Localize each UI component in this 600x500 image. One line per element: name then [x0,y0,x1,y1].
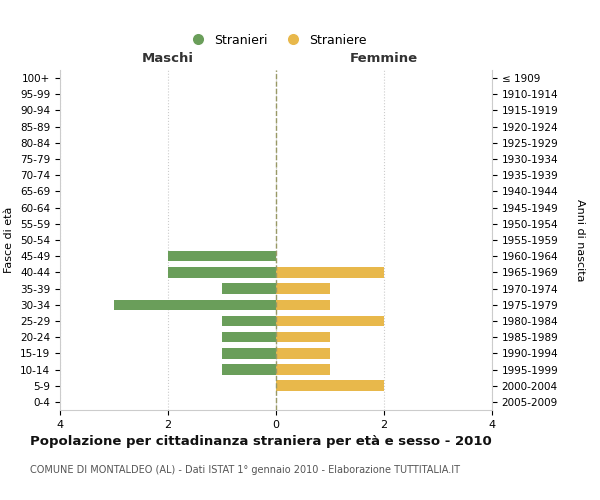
Bar [222,284,276,294]
Bar [114,300,276,310]
Bar [222,332,276,342]
Bar [222,364,276,375]
Y-axis label: Fasce di età: Fasce di età [4,207,14,273]
Bar [276,284,330,294]
Y-axis label: Anni di nascita: Anni di nascita [575,198,585,281]
Text: Popolazione per cittadinanza straniera per età e sesso - 2010: Popolazione per cittadinanza straniera p… [30,435,492,448]
Bar [276,267,384,278]
Bar [222,348,276,358]
Text: Femmine: Femmine [350,52,418,65]
Bar [168,267,276,278]
Bar [276,380,384,391]
Bar [276,300,330,310]
Bar [276,364,330,375]
Legend: Stranieri, Straniere: Stranieri, Straniere [181,28,371,52]
Bar [168,251,276,262]
Text: Maschi: Maschi [142,52,194,65]
Bar [276,332,330,342]
Text: COMUNE DI MONTALDEO (AL) - Dati ISTAT 1° gennaio 2010 - Elaborazione TUTTITALIA.: COMUNE DI MONTALDEO (AL) - Dati ISTAT 1°… [30,465,460,475]
Bar [222,316,276,326]
Bar [276,348,330,358]
Bar [276,316,384,326]
